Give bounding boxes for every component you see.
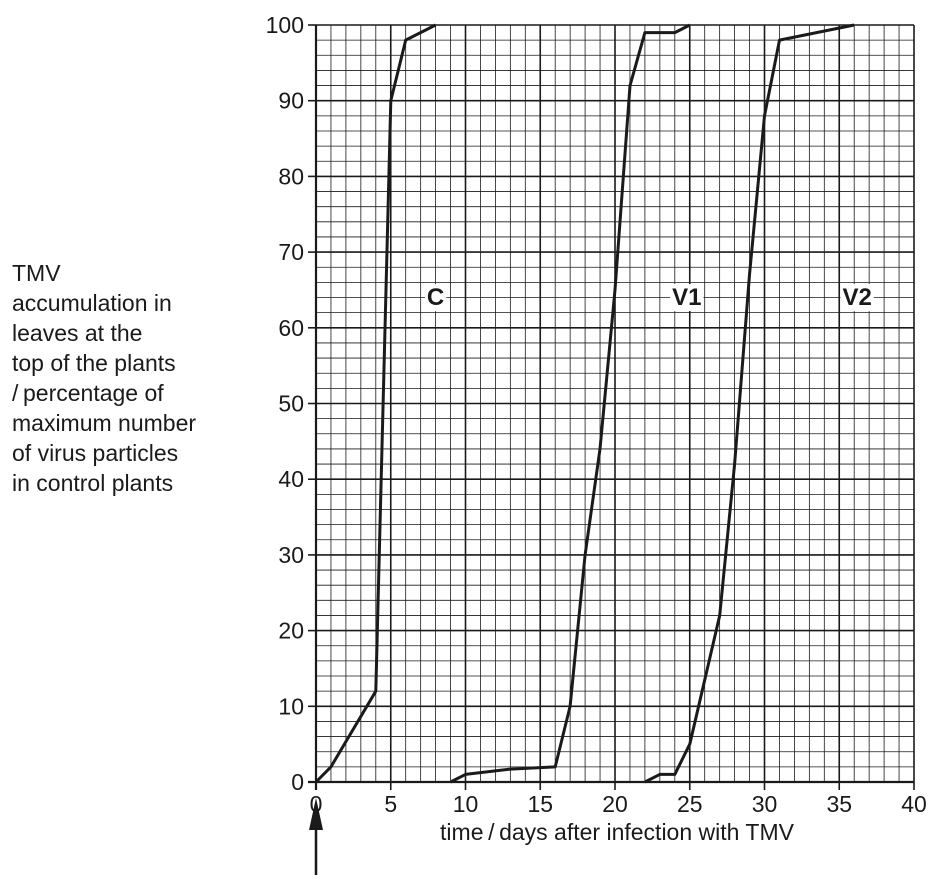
series-line-v1 <box>449 23 691 784</box>
series-label-bg <box>670 284 704 312</box>
y-tick-label: 20 <box>278 618 304 644</box>
y-axis-ticks: 0 10 20 30 40 50 60 70 80 90 100 <box>266 12 316 795</box>
y-tick-label: 40 <box>278 466 304 492</box>
y-axis-label: TMV accumulation in leaves at the top of th… <box>12 258 252 498</box>
y-axis-label-line: of virus particles <box>12 440 179 466</box>
x-tick-label: 40 <box>901 791 927 817</box>
y-tick-label: 80 <box>278 163 304 189</box>
infection-arrow <box>309 798 323 875</box>
series-label-v1: V1 <box>672 284 701 311</box>
y-axis-label-line: accumulation in <box>12 290 172 316</box>
series-lines <box>314 23 855 784</box>
series-label-v2: V2 <box>843 284 872 311</box>
y-tick-label: 60 <box>278 315 304 341</box>
x-tick-label: 35 <box>826 791 852 817</box>
y-axis-label-line: maximum number <box>12 410 197 436</box>
x-tick-label: 10 <box>453 791 479 817</box>
arrow-head-icon <box>309 798 323 830</box>
x-tick-label: 25 <box>677 791 703 817</box>
y-axis-label-line: / percentage of <box>12 380 164 406</box>
x-tick-label: 5 <box>384 791 397 817</box>
y-tick-label: 70 <box>278 239 304 265</box>
y-axis-label-line: leaves at the <box>12 320 143 346</box>
y-tick-label: 100 <box>266 12 304 38</box>
grid <box>308 24 915 790</box>
x-tick-label: 15 <box>527 791 553 817</box>
series-labels: C V1 V2 <box>424 284 874 312</box>
series-label-bg <box>840 284 874 312</box>
x-tick-label: 20 <box>602 791 628 817</box>
series-label-c: C <box>427 284 444 311</box>
y-axis-label-line: top of the plants <box>12 350 176 376</box>
x-tick-label: 30 <box>752 791 778 817</box>
series-line-v2 <box>644 23 855 784</box>
y-tick-label: 30 <box>278 542 304 568</box>
y-tick-label: 50 <box>278 391 304 417</box>
x-axis-label: time / days after infection with TMV <box>440 819 795 845</box>
series-line-c <box>314 23 437 784</box>
y-tick-label: 10 <box>278 693 304 719</box>
y-axis-label-line: in control plants <box>12 470 174 496</box>
y-axis-label-line: TMV <box>12 260 61 286</box>
y-tick-label: 0 <box>291 769 304 795</box>
series-label-bg <box>424 284 447 312</box>
y-tick-label: 90 <box>278 88 304 114</box>
